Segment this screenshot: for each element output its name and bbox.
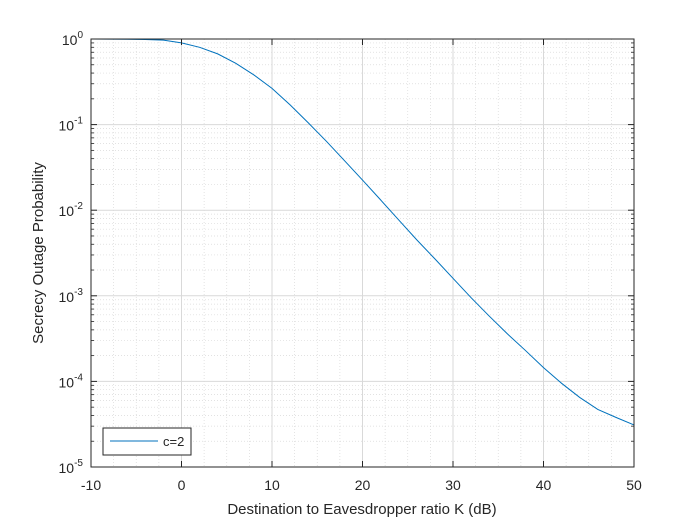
y-tick-label-base: 10 — [62, 32, 78, 48]
y-tick-label-base: 10 — [59, 374, 75, 390]
x-tick-label: 40 — [536, 477, 552, 493]
y-tick-label-exponent: -4 — [74, 372, 83, 383]
x-tick-label: 0 — [178, 477, 186, 493]
y-tick-label-exponent: 0 — [77, 30, 83, 41]
x-tick-label: 30 — [445, 477, 461, 493]
legend: c=2 — [102, 427, 192, 456]
x-tick-label: 10 — [264, 477, 280, 493]
y-tick-label-exponent: -5 — [74, 458, 83, 469]
x-tick-label: -10 — [81, 477, 101, 493]
y-tick-label: 10-4 — [59, 372, 84, 390]
y-tick-label-base: 10 — [59, 203, 75, 219]
x-tick-labels: -10 0 10 20 30 40 50 — [81, 477, 642, 493]
x-tick-label: 50 — [626, 477, 642, 493]
legend-label: c=2 — [163, 434, 184, 449]
y-tick-label: 10-3 — [59, 287, 84, 305]
y-tick-label: 10-2 — [59, 201, 84, 219]
y-tick-label-base: 10 — [59, 460, 75, 476]
y-tick-label: 100 — [62, 30, 84, 48]
y-tick-label-exponent: -1 — [74, 116, 83, 127]
y-tick-label-exponent: -2 — [74, 201, 83, 212]
x-axis-title: Destination to Eavesdropper ratio K (dB) — [227, 501, 496, 518]
y-tick-label-base: 10 — [59, 118, 75, 134]
axis-ticks — [90, 38, 635, 468]
y-tick-label: 10-5 — [59, 458, 84, 476]
y-tick-label-exponent: -3 — [74, 287, 83, 298]
x-tick-label: 20 — [355, 477, 371, 493]
y-tick-label: 10-1 — [59, 116, 84, 134]
y-axis-title: Secrecy Outage Probability — [30, 162, 47, 344]
y-tick-label-base: 10 — [59, 289, 75, 305]
